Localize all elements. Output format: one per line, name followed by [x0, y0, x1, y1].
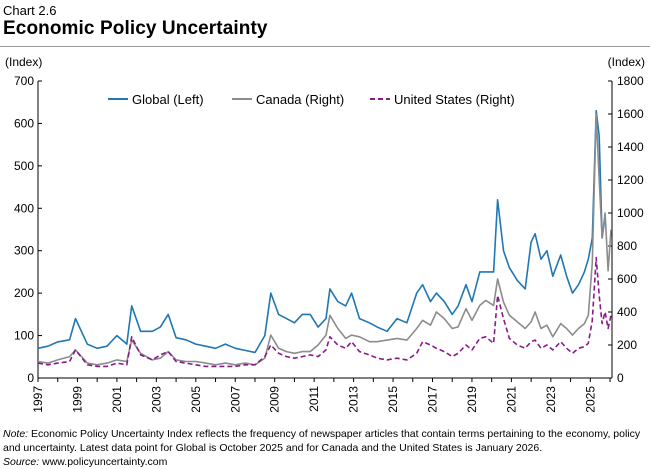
chart-title: Economic Policy Uncertainty — [3, 18, 268, 39]
left-tick-label: 400 — [14, 201, 34, 215]
right-tick-label: 1600 — [617, 107, 644, 121]
note-label: Note: — [3, 428, 29, 440]
x-tick-label: 2019 — [465, 386, 479, 413]
chart-number: Chart 2.6 — [3, 3, 57, 18]
right-tick-label: 1200 — [617, 173, 644, 187]
left-tick-label: 0 — [27, 371, 34, 385]
x-tick-label: 2015 — [386, 386, 400, 413]
right-tick-label: 800 — [617, 239, 637, 253]
x-tick-label: 2023 — [544, 386, 558, 413]
right-tick-label: 600 — [617, 272, 637, 286]
right-tick-label: 1800 — [617, 74, 644, 88]
series-line-canada — [37, 113, 612, 366]
right-tick-label: 200 — [617, 338, 637, 352]
x-tick-label: 1999 — [70, 386, 84, 413]
legend-label: Global (Left) — [132, 92, 204, 107]
right-axis-unit: (Index) — [608, 55, 645, 69]
right-tick-label: 0 — [617, 371, 624, 385]
left-tick-label: 200 — [14, 286, 34, 300]
right-tick-label: 1400 — [617, 140, 644, 154]
left-tick-label: 500 — [14, 159, 34, 173]
left-tick-label: 300 — [14, 244, 34, 258]
x-tick-label: 2011 — [307, 386, 321, 412]
x-tick-label: 2003 — [149, 386, 163, 413]
source-text: www.policyuncertainty.com — [39, 456, 168, 468]
source-label: Source: — [3, 456, 40, 468]
legend-label: Canada (Right) — [256, 92, 344, 107]
axes-layer: (Index) (Index) 0 100 200 300 400 500 600 700 0 200… — [5, 55, 645, 413]
series-line-united-states — [37, 256, 612, 368]
chart-canvas: (Index) (Index) 0 100 200 300 400 500 600 700 0 200… — [5, 55, 645, 413]
title-divider — [0, 46, 650, 47]
x-tick-label: 2013 — [347, 386, 361, 413]
x-tick-label: 2017 — [426, 386, 440, 413]
x-tick-label: 2005 — [189, 386, 203, 413]
series-line-global — [37, 109, 606, 354]
right-tick-label: 1000 — [617, 206, 644, 220]
chart-notes: Note: Economic Policy Uncertainty Index … — [3, 427, 643, 469]
left-tick-label: 100 — [14, 329, 34, 343]
series-layer — [37, 109, 612, 368]
note-text: Economic Policy Uncertainty Index reflec… — [3, 428, 641, 454]
source-line: Source: www.policyuncertainty.com — [3, 455, 643, 469]
note-line: Note: Economic Policy Uncertainty Index … — [3, 427, 643, 455]
legend: Global (Left) Canada (Right) United States… — [108, 92, 515, 107]
left-tick-label: 700 — [14, 74, 34, 88]
x-tick-label: 2025 — [583, 386, 597, 413]
left-tick-label: 600 — [14, 116, 34, 130]
x-tick-label: 2007 — [228, 386, 242, 413]
legend-label: United States (Right) — [394, 92, 515, 107]
x-tick-label: 2021 — [504, 386, 518, 413]
x-tick-label: 2009 — [268, 386, 282, 413]
x-tick-label: 2001 — [110, 386, 124, 413]
x-tick-label: 1997 — [31, 386, 45, 413]
right-tick-label: 400 — [617, 305, 637, 319]
left-axis-unit: (Index) — [5, 55, 42, 69]
